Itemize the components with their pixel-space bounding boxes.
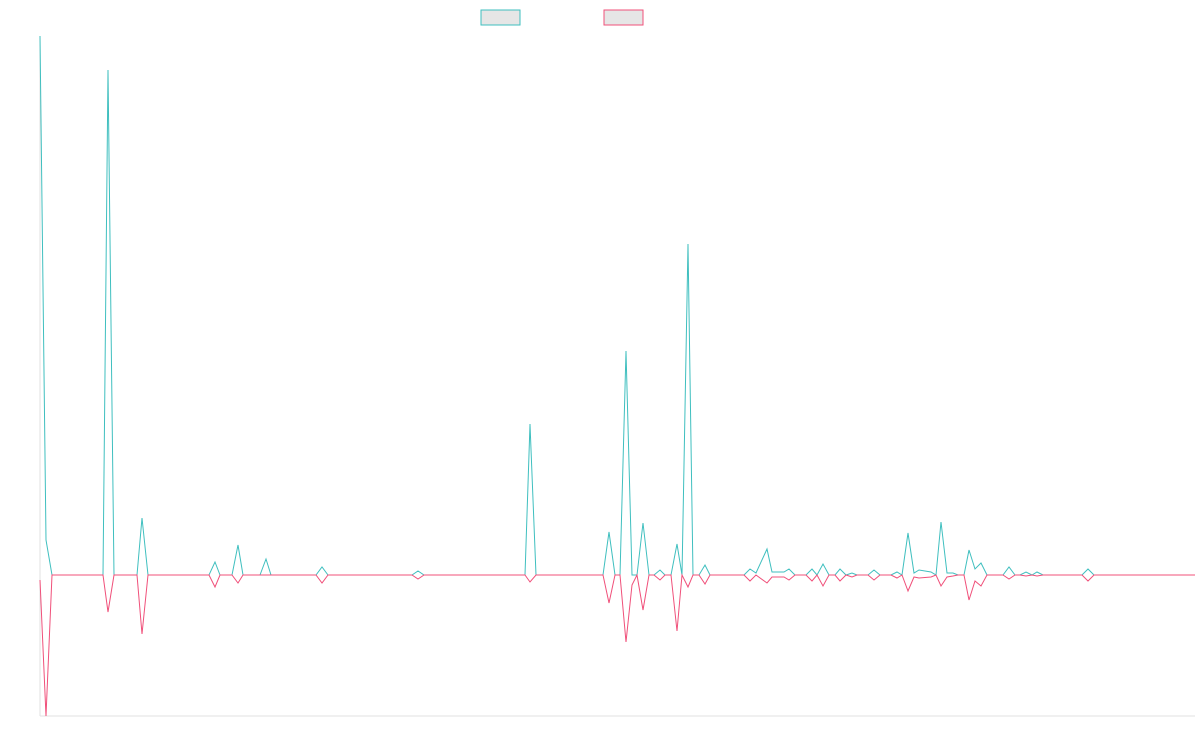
- legend-swatch[interactable]: [480, 9, 521, 26]
- series-line: [39, 35, 1195, 576]
- series-line: [39, 573, 1195, 717]
- legend-swatch[interactable]: [603, 9, 644, 26]
